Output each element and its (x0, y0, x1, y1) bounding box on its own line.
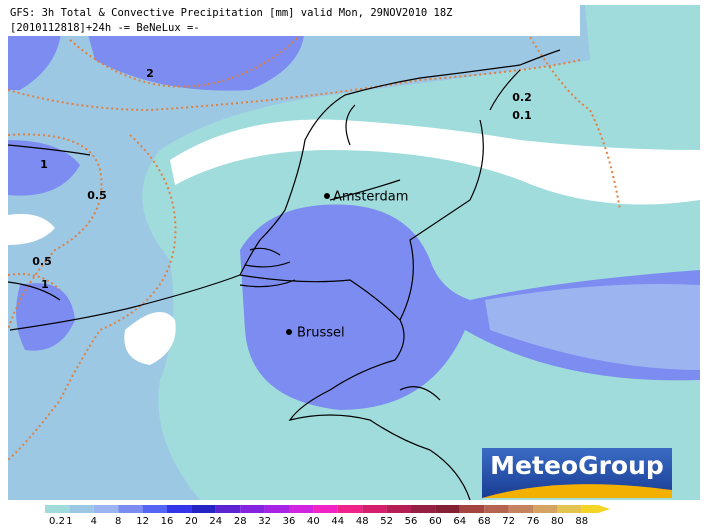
legend-label: 80 (551, 516, 564, 527)
contour-label: 0.5 (87, 189, 107, 202)
legend-swatch (313, 505, 338, 513)
legend-label: 72 (502, 516, 515, 527)
legend-swatch (45, 505, 70, 513)
legend-label: 20 (185, 516, 198, 527)
legend-label: 32 (258, 516, 271, 527)
legend-label: 60 (429, 516, 442, 527)
contour-label: 0.1 (512, 109, 532, 122)
contour (7, 59, 581, 112)
contour-label: 1 (40, 158, 48, 171)
city-marker (324, 193, 330, 199)
legend-swatch (167, 505, 192, 513)
legend-swatch (191, 505, 216, 513)
coastline (7, 144, 91, 301)
legend-swatch (215, 505, 241, 513)
legend-swatch (69, 505, 94, 513)
title-box (8, 5, 580, 36)
contour-label: 1 (41, 278, 49, 291)
legend-swatch (411, 505, 436, 513)
legend-label: 16 (161, 516, 174, 527)
city-label: Brussel (297, 326, 345, 341)
logo-arc (482, 484, 672, 498)
legend-swatch (533, 505, 558, 513)
contour (7, 273, 61, 291)
legend-swatch (93, 505, 119, 513)
legend-label: 44 (331, 516, 344, 527)
legend-swatch (459, 505, 485, 513)
contour-label: 0.2 (512, 91, 532, 104)
contour (69, 4, 321, 88)
no-precip-area (170, 119, 700, 205)
legend-swatch (508, 505, 533, 513)
legend-swatch (435, 505, 460, 513)
legend-label: 36 (283, 516, 296, 527)
legend-swatch (142, 505, 167, 513)
legend-label: 64 (453, 516, 466, 527)
legend-label: 12 (136, 516, 149, 527)
legend-swatch (484, 505, 509, 513)
blue-area (240, 204, 700, 410)
title: GFS: 3h Total & Convective Precipitation… (10, 7, 453, 19)
legend-label: 8 (115, 516, 121, 527)
border (239, 69, 521, 501)
coastline (239, 247, 296, 288)
blue-area (8, 140, 80, 196)
legend-label: 4 (91, 516, 97, 527)
legend-swatch (240, 505, 265, 513)
blue-area (16, 283, 75, 351)
light-blue-area (8, 5, 590, 500)
legend-label: 28 (234, 516, 247, 527)
city-label: Amsterdam (333, 190, 408, 205)
legend-label: 56 (405, 516, 418, 527)
legend-label: 0.2 (49, 516, 65, 527)
legend-swatch (557, 505, 582, 513)
contour (7, 134, 177, 461)
legend-swatch (289, 505, 314, 513)
subtitle: [2010112818]+24h -= BeNeLux =- (10, 22, 200, 34)
legend-swatch (386, 505, 411, 513)
legend-swatch (264, 505, 289, 513)
legend-label: 40 (307, 516, 320, 527)
logo-text: MeteoGroup (490, 451, 664, 480)
city-marker (286, 329, 292, 335)
legend-swatch (362, 505, 387, 513)
legend-label: 52 (380, 516, 393, 527)
legend-swatch (337, 505, 363, 513)
legend-swatch (118, 505, 143, 513)
legend-label: 24 (209, 516, 222, 527)
legend-label: 76 (527, 516, 540, 527)
no-precip-area (8, 213, 55, 245)
light-blue-area (485, 284, 700, 370)
legend-label: 68 (478, 516, 491, 527)
contour-label: 2 (146, 67, 154, 80)
teal-band (165, 134, 700, 236)
legend-swatch (581, 505, 611, 513)
no-precip-area (124, 312, 176, 365)
legend-label: 88 (575, 516, 588, 527)
legend-label: 1 (66, 516, 72, 527)
legend: 0.2 1 4 8 12 16 20 24 28 32 36 40 44 48 52 56 60 64 68 72 76… (45, 505, 611, 527)
legend-label: 48 (356, 516, 369, 527)
contour-label: 0.5 (32, 255, 52, 268)
coastline (9, 49, 561, 331)
